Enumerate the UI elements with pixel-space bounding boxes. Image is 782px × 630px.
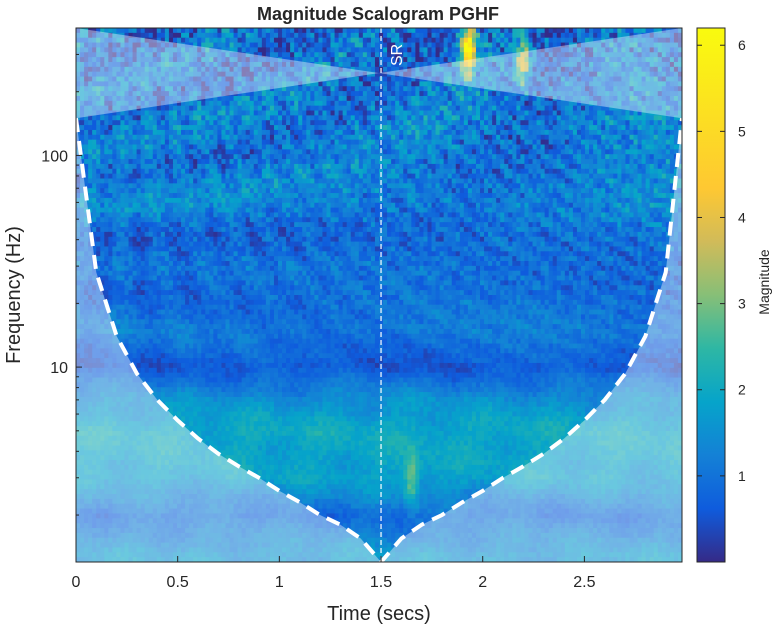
colorbar-tick-label: 3 xyxy=(738,296,746,312)
plot-frame xyxy=(75,27,683,563)
colorbar-tick-label: 4 xyxy=(738,209,746,225)
scalogram-heatmap xyxy=(76,28,682,562)
colorbar-label: Magnitude xyxy=(756,249,772,315)
x-tick-label: 0.5 xyxy=(167,574,189,591)
x-tick-label: 0 xyxy=(72,574,81,591)
y-tick-label: 10 xyxy=(50,360,68,377)
x-tick-label: 2 xyxy=(478,574,487,591)
x-axis-label: Time (secs) xyxy=(327,603,431,625)
x-tick-label: 1.5 xyxy=(370,574,392,591)
y-axis-label: Frequency (Hz) xyxy=(3,226,25,364)
chart-title: Magnitude Scalogram PGHF xyxy=(257,4,499,24)
x-tick-label: 1 xyxy=(275,574,284,591)
y-axis: 10 100 xyxy=(41,27,82,516)
x-axis: 0 0.5 1 1.5 2 2.5 xyxy=(72,556,596,591)
sr-marker-label: SR xyxy=(389,44,406,66)
colorbar xyxy=(696,27,726,563)
colorbar-tick-label: 5 xyxy=(738,123,746,139)
colorbar-tick-label: 6 xyxy=(738,37,746,53)
colorbar-ticks: 1 2 3 4 5 6 xyxy=(697,37,746,484)
cone-of-influence-line xyxy=(76,117,682,562)
colorbar-tick-label: 1 xyxy=(738,468,746,484)
x-tick-label: 2.5 xyxy=(573,574,595,591)
colorbar-tick-label: 2 xyxy=(738,382,746,398)
y-tick-label: 100 xyxy=(41,148,68,165)
cone-outside-shade xyxy=(76,28,682,562)
